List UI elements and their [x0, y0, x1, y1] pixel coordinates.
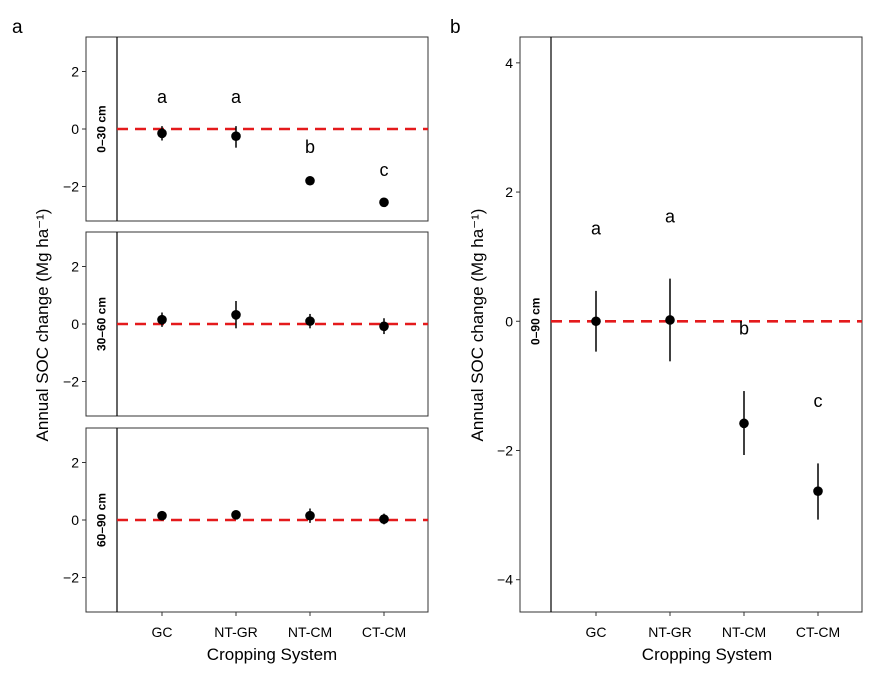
- significance-letter: a: [157, 87, 168, 107]
- y-tick-label: 0: [71, 316, 79, 332]
- y-tick-label: −2: [497, 442, 513, 458]
- y-tick-label: −4: [497, 572, 513, 588]
- y-tick-label: −2: [63, 374, 79, 390]
- y-tick-label: −2: [63, 570, 79, 586]
- y-tick-label: 2: [71, 259, 79, 275]
- y-tick-label: 2: [505, 184, 513, 200]
- panel-b-letter: b: [450, 17, 461, 38]
- chart-panel-a: 0–30 cm −2 0 2 a a b c 30–60 cm −2 0 2 60–90 cm −2 0 2 G…: [33, 36, 429, 664]
- data-point: [813, 486, 823, 496]
- x-tick-label: GC: [586, 624, 607, 640]
- data-point: [305, 175, 315, 186]
- y-tick-label: 0: [71, 512, 79, 528]
- facet-strip-label: 30–60 cm: [95, 297, 109, 351]
- data-point: [305, 316, 315, 326]
- y-tick-label: 0: [71, 121, 79, 137]
- facet-strip: [519, 36, 552, 613]
- data-point: [157, 128, 167, 139]
- facet-strip: [85, 427, 118, 613]
- significance-letter: a: [231, 87, 242, 107]
- data-point: [379, 514, 389, 524]
- x-tick-label: NT-GR: [648, 624, 692, 640]
- data-point: [157, 314, 167, 325]
- data-point: [665, 315, 675, 325]
- significance-letter: a: [591, 219, 602, 239]
- y-tick-label: 2: [71, 64, 79, 80]
- significance-letter: c: [814, 391, 823, 411]
- data-point: [157, 510, 167, 521]
- facet: 0–90 cm −4 −2 0 2 4 a a b c: [497, 36, 863, 613]
- x-axis-title: Cropping System: [642, 645, 772, 664]
- x-tick-label: NT-CM: [288, 624, 332, 640]
- y-tick-label: 0: [505, 313, 513, 329]
- data-point: [379, 321, 389, 332]
- facet: 0–30 cm −2 0 2 a a b c: [63, 36, 429, 222]
- data-point: [305, 510, 315, 521]
- data-point: [231, 310, 241, 320]
- facet-strip-label: 60–90 cm: [95, 493, 109, 547]
- facet: 60–90 cm −2 0 2: [63, 427, 429, 613]
- y-tick-label: 4: [505, 55, 513, 71]
- x-tick-label: NT-GR: [214, 624, 258, 640]
- x-tick-label: GC: [152, 624, 173, 640]
- y-tick-label: 2: [71, 455, 79, 471]
- x-tick-label: NT-CM: [722, 624, 766, 640]
- significance-letter: c: [380, 160, 389, 180]
- facet-strip: [85, 36, 118, 222]
- facet: 30–60 cm −2 0 2: [63, 231, 429, 417]
- y-tick-label: −2: [63, 179, 79, 195]
- x-tick-label: CT-CM: [796, 624, 840, 640]
- data-point: [379, 197, 389, 208]
- x-tick-label: CT-CM: [362, 624, 406, 640]
- data-point: [739, 418, 749, 429]
- panel-a-letter: a: [12, 17, 23, 38]
- x-axis-title: Cropping System: [207, 645, 337, 664]
- data-point: [231, 131, 241, 141]
- y-axis-title: Annual SOC change (Mg ha⁻¹): [33, 209, 52, 442]
- facet-strip-label: 0–90 cm: [529, 298, 543, 345]
- significance-letter: b: [305, 137, 315, 157]
- data-point: [591, 316, 601, 327]
- data-point: [231, 510, 241, 520]
- significance-letter: b: [739, 319, 749, 339]
- y-axis-title: Annual SOC change (Mg ha⁻¹): [468, 209, 487, 442]
- chart-panel-b: 0–90 cm −4 −2 0 2 4 a a b c GC NT-GR NT-CM CT-CM Cropp…: [468, 36, 863, 664]
- significance-letter: a: [665, 206, 676, 226]
- facet-strip-label: 0–30 cm: [95, 105, 109, 152]
- plot-panel: [550, 36, 863, 613]
